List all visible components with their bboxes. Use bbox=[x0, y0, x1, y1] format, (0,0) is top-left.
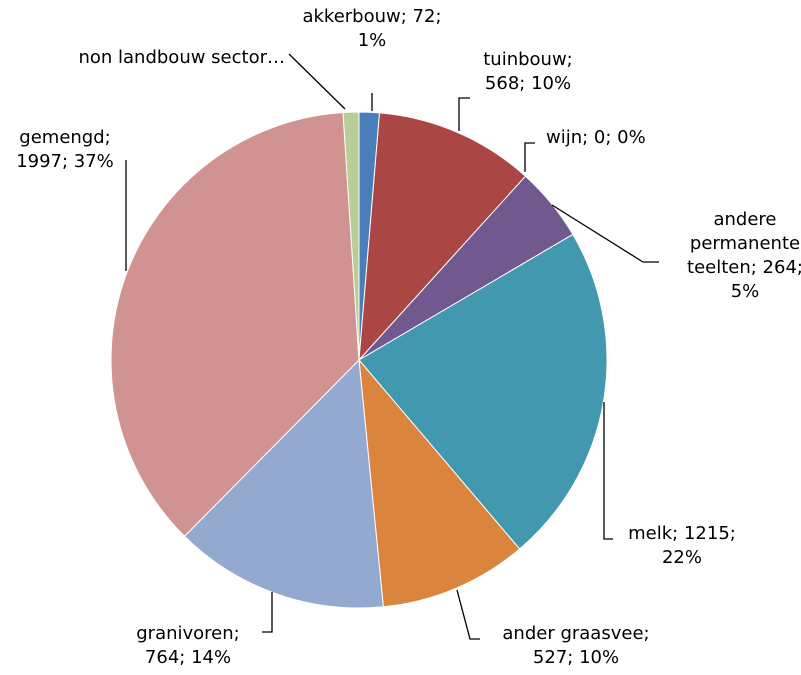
leader-line-granivoren bbox=[262, 592, 273, 633]
data-label-line: 22% bbox=[662, 547, 702, 568]
pie-slice-non-landbouw-sector bbox=[342, 111, 360, 361]
data-labels: akkerbouw; 72; 1% tuinbouw; 568; 10% wijn; 0… bbox=[16, 6, 801, 668]
data-label-line: 1997; 37% bbox=[16, 151, 114, 172]
data-label-ander-graasvee: ander graasvee; 527; 10% bbox=[502, 623, 649, 668]
data-label-line: 764; 14% bbox=[145, 647, 231, 668]
data-label-andere-permanente-teelten: andere permanente teelten; 264; 5% bbox=[687, 209, 801, 302]
data-label-non-landbouw-sector: non landbouw sector… bbox=[78, 47, 285, 68]
pie-slice-tuinbouw bbox=[358, 112, 527, 362]
pie-slice-ander-graasvee bbox=[358, 358, 521, 608]
pie-slice-gemengd bbox=[110, 111, 360, 537]
pie-slices bbox=[110, 111, 608, 609]
data-label-line: tuinbouw; bbox=[483, 49, 573, 70]
data-label-wijn: wijn; 0; 0% bbox=[546, 127, 646, 148]
data-label-line: granivoren; bbox=[136, 623, 239, 644]
data-label-line: wijn; 0; 0% bbox=[546, 127, 646, 148]
data-label-line: 1% bbox=[358, 30, 387, 51]
pie-slice-melk bbox=[358, 233, 608, 550]
data-label-tuinbouw: tuinbouw; 568; 10% bbox=[483, 49, 573, 94]
data-label-melk: melk; 1215; 22% bbox=[628, 523, 736, 568]
leader-line-tuinbouw bbox=[458, 97, 470, 131]
pie-slice-granivoren bbox=[183, 358, 384, 609]
data-label-line: akkerbouw; 72; bbox=[302, 6, 441, 27]
data-label-akkerbouw: akkerbouw; 72; 1% bbox=[302, 6, 441, 51]
leader-line-melk bbox=[603, 402, 613, 540]
leader-line-ander-graasvee bbox=[456, 589, 480, 640]
data-label-line: 5% bbox=[731, 281, 760, 302]
leader-line-wijn bbox=[524, 142, 535, 172]
data-label-line: non landbouw sector… bbox=[78, 47, 285, 68]
leader-line-non-landbouw-sector bbox=[288, 53, 346, 110]
data-label-line: 568; 10% bbox=[485, 73, 571, 94]
data-label-line: 527; 10% bbox=[533, 647, 619, 668]
data-label-line: permanente bbox=[690, 233, 800, 254]
leader-lines bbox=[125, 53, 659, 640]
data-label-line: andere bbox=[713, 209, 776, 230]
data-label-line: ander graasvee; bbox=[502, 623, 649, 644]
data-label-granivoren: granivoren; 764; 14% bbox=[136, 623, 239, 668]
data-label-line: gemengd; bbox=[19, 127, 110, 148]
data-label-gemengd: gemengd; 1997; 37% bbox=[16, 127, 114, 172]
data-label-line: teelten; 264; bbox=[687, 257, 801, 278]
leader-line-andere-permanente-teelten bbox=[551, 204, 659, 263]
data-label-line: melk; 1215; bbox=[628, 523, 736, 544]
